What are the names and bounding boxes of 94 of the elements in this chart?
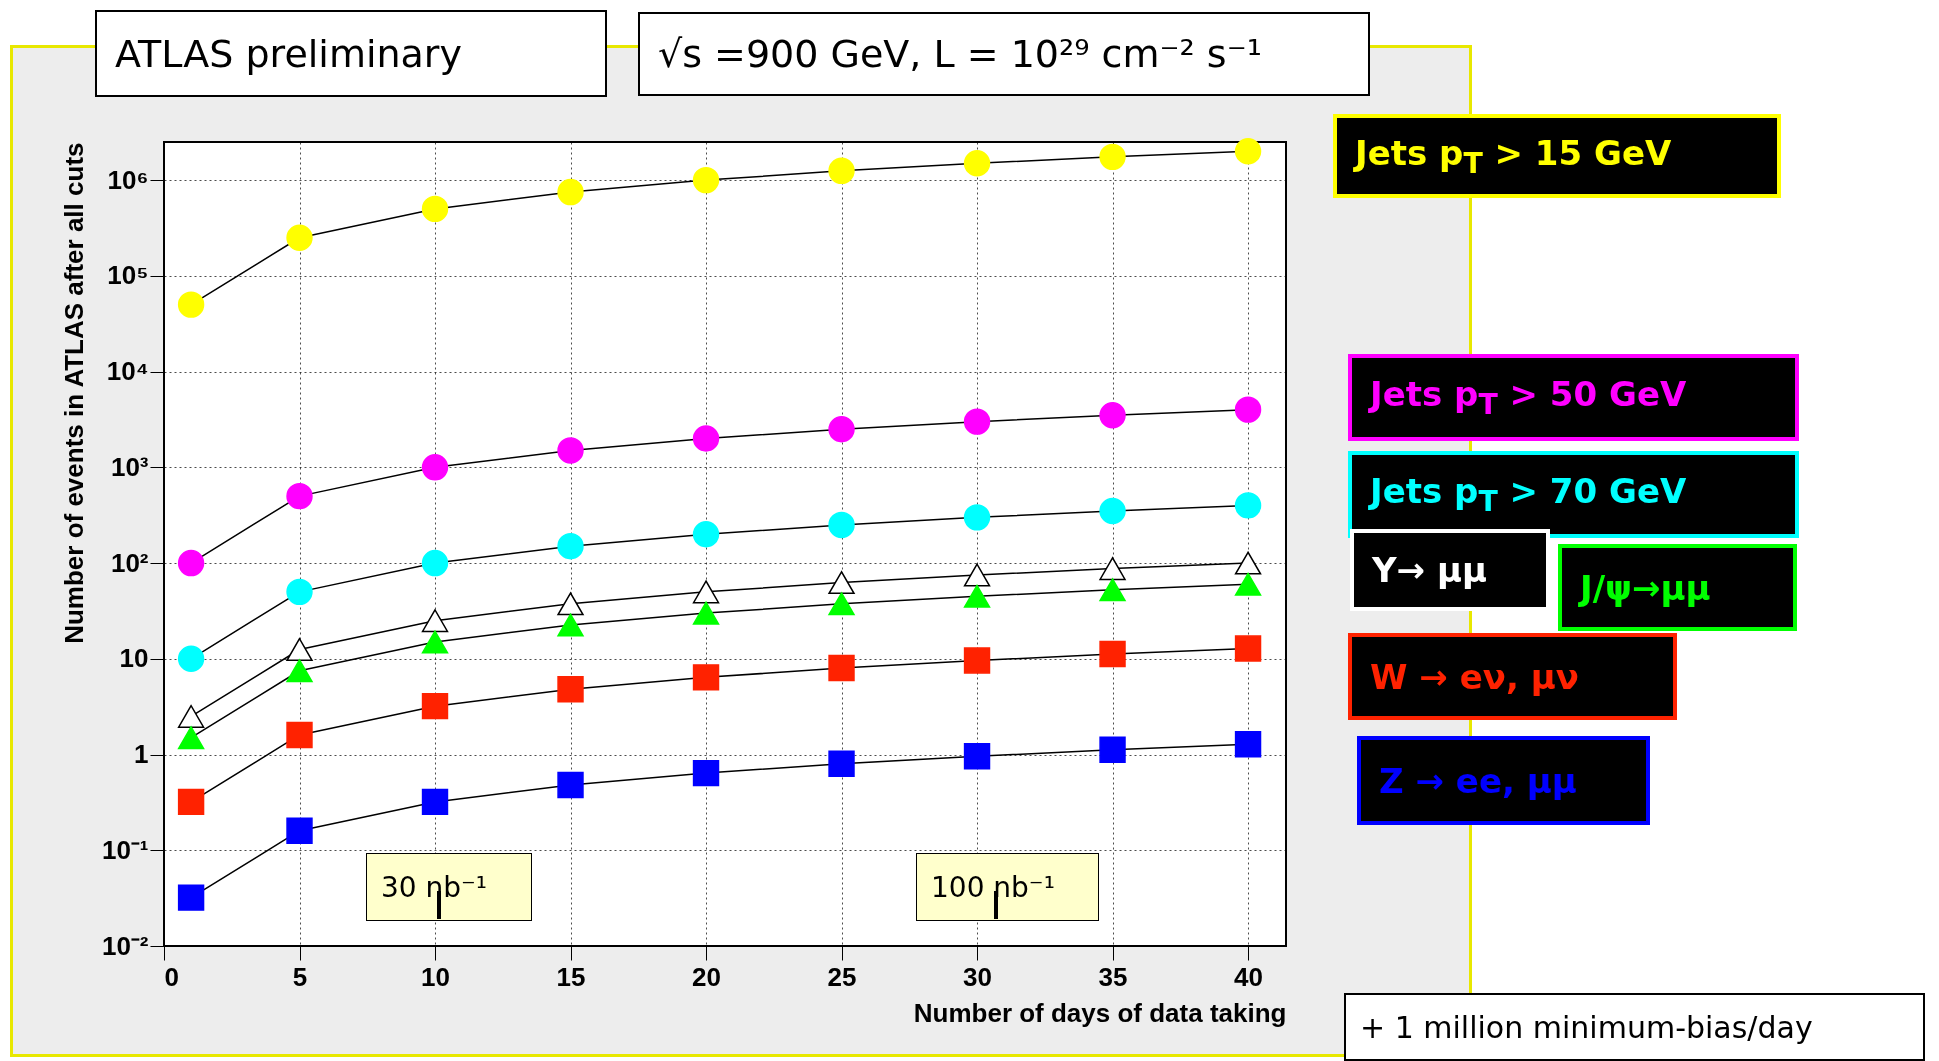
- text: Z → ee, μμ: [1379, 760, 1577, 801]
- point: [1234, 572, 1262, 596]
- point: [828, 592, 855, 616]
- point: [828, 157, 855, 184]
- x-tick-label: 20: [692, 961, 721, 992]
- point: [1234, 635, 1262, 662]
- text: + 1 million minimum-bias/day: [1360, 1009, 1813, 1045]
- point: [1099, 497, 1126, 525]
- point: [286, 224, 313, 251]
- point: [1099, 640, 1126, 668]
- point: [177, 291, 205, 318]
- point: [286, 721, 313, 749]
- text: Jets p$_{T}$ > 70 GeV: [1370, 471, 1687, 518]
- point: [177, 704, 205, 728]
- x-tick-label: 35: [1098, 961, 1128, 992]
- x-tick-label: 15: [556, 961, 586, 992]
- point: [828, 511, 855, 539]
- x-tick-label: 5: [292, 961, 308, 992]
- x-tick-label: 10: [421, 961, 450, 992]
- x-tick-label: 30: [963, 961, 992, 992]
- point: [557, 771, 584, 799]
- point: [177, 549, 205, 577]
- point: [963, 584, 991, 608]
- point: [177, 645, 205, 672]
- point: [1099, 402, 1126, 429]
- y-tick-label: 10³: [110, 451, 149, 482]
- point: [177, 726, 205, 750]
- point: [963, 408, 991, 435]
- y-tick-label: 10⁵: [107, 260, 149, 291]
- point: [286, 482, 313, 510]
- point: [177, 788, 205, 816]
- y-tick-label: 10²: [110, 547, 149, 578]
- point: [1099, 736, 1126, 764]
- point: [421, 195, 449, 223]
- y-tick-label: 1: [134, 739, 149, 770]
- point: [1234, 551, 1262, 575]
- point: [1234, 396, 1262, 423]
- point: [421, 788, 449, 816]
- x-tick-label: 0: [164, 961, 179, 992]
- point: [286, 659, 313, 683]
- x-axis-title: Number of days of data taking: [913, 997, 1287, 1028]
- y-tick-label: 10⁶: [107, 164, 149, 195]
- point: [692, 759, 720, 787]
- point: [963, 150, 991, 177]
- point: [421, 609, 449, 633]
- text: J/ψ→μμ: [1580, 567, 1711, 608]
- point: [692, 166, 720, 194]
- point: [692, 425, 720, 452]
- point: [286, 817, 313, 844]
- point: [963, 563, 991, 587]
- y-axis-title: Number of events in ATLAS after all cuts: [58, 142, 89, 644]
- point: [963, 504, 991, 531]
- chart-subtitle: √s =900 GeV, L = 10²⁹ cm⁻² s⁻¹: [658, 32, 1262, 76]
- text: W → eν, μν: [1370, 656, 1579, 697]
- text: Jets p$_{T}$ > 50 GeV: [1370, 374, 1687, 421]
- point: [421, 549, 449, 577]
- y-tick-label: 10⁻²: [101, 930, 149, 961]
- point: [286, 578, 313, 606]
- point: [557, 437, 584, 464]
- point: [828, 750, 855, 777]
- point: [421, 692, 449, 720]
- point: [828, 571, 855, 595]
- point: [1099, 557, 1126, 581]
- text: Υ→ μμ: [1372, 550, 1487, 590]
- point: [421, 454, 449, 481]
- point: [557, 592, 584, 616]
- point: [692, 601, 720, 625]
- point: [1234, 492, 1262, 519]
- point: [286, 637, 313, 662]
- point: [963, 647, 991, 674]
- point: [557, 533, 584, 560]
- point: [177, 884, 205, 911]
- point: [421, 630, 449, 654]
- y-tick-label: 10: [119, 643, 149, 674]
- point: [692, 664, 720, 691]
- x-tick-label: 40: [1234, 961, 1264, 992]
- point: [828, 654, 855, 682]
- y-tick-label: 10⁻¹: [101, 834, 149, 865]
- chart-title: ATLAS preliminary: [115, 31, 462, 76]
- point: [557, 676, 584, 703]
- x-tick-label: 25: [827, 961, 857, 992]
- point: [692, 521, 720, 548]
- annotation: 100 nb⁻¹: [931, 870, 1055, 904]
- point: [1099, 143, 1126, 171]
- text: Jets p$_{T}$ > 15 GeV: [1355, 132, 1672, 180]
- point: [963, 743, 991, 770]
- point: [557, 178, 584, 206]
- point: [692, 580, 720, 604]
- point: [828, 416, 855, 443]
- point: [1099, 578, 1126, 602]
- point: [1234, 731, 1262, 758]
- point: [1234, 138, 1262, 165]
- point: [557, 613, 584, 637]
- y-tick-label: 10⁴: [106, 356, 149, 387]
